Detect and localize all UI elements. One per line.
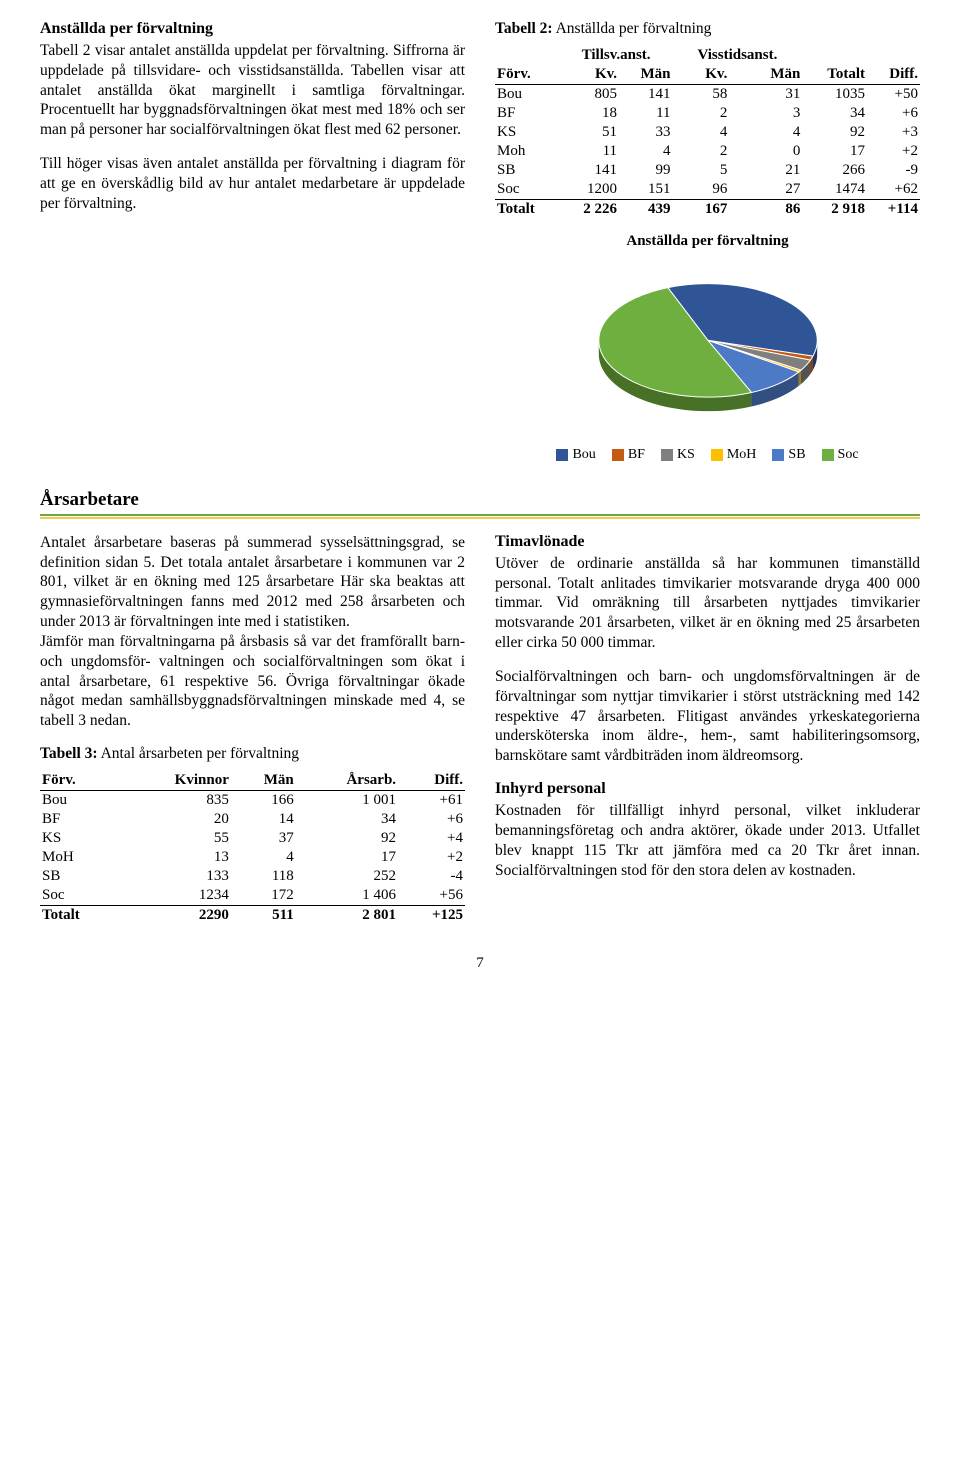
table2: Tillsv.anst.Visstidsanst. Förv.Kv.MänKv.… — [495, 46, 920, 219]
table-row: KS553792+4 — [40, 829, 465, 848]
legend-item-bf: BF — [612, 447, 645, 463]
pie-chart-title: Anställda per förvaltning — [495, 233, 920, 250]
top-p2: Till höger visas även antalet anställda … — [40, 154, 465, 213]
top-left-title: Anställda per förvaltning — [40, 20, 465, 38]
table-row: KS51334492+3 — [495, 123, 920, 142]
bottom-section: Antalet årsarbetare baseras på summerad … — [40, 533, 920, 925]
pie-legend: Bou BF KS MoH SB Soc — [495, 447, 920, 463]
ars-p2: Jämför man förvaltningarna på årsbasis s… — [40, 632, 465, 731]
table-row: Soc120015196271474+62 — [495, 180, 920, 200]
right-p1: Utöver de ordinarie anställda så har kom… — [495, 554, 920, 653]
legend-swatch — [711, 449, 723, 461]
legend-item-bou: Bou — [556, 447, 595, 463]
table-row: Soc12341721 406+56 — [40, 886, 465, 906]
legend-swatch — [661, 449, 673, 461]
legend-item-sb: SB — [772, 447, 805, 463]
bottom-left-col: Antalet årsarbetare baseras på summerad … — [40, 533, 465, 925]
pie-side — [798, 370, 800, 386]
right-p3: Kostnaden för tillfälligt inhyrd persona… — [495, 801, 920, 880]
arsarbetare-title: Årsarbetare — [40, 489, 920, 511]
table-row-total: Totalt22905112 801+125 — [40, 906, 465, 926]
bottom-right-col: Timavlönade Utöver de ordinarie anställd… — [495, 533, 920, 925]
top-left-col: Anställda per förvaltning Tabell 2 visar… — [40, 20, 465, 463]
table3: Förv.KvinnorMänÅrsarb.Diff. Bou8351661 0… — [40, 771, 465, 925]
table3-caption: Tabell 3: Antal årsarbeten per förvaltni… — [40, 745, 465, 763]
right-p2: Socialförvaltningen och barn- och ungdom… — [495, 667, 920, 766]
legend-item-soc: Soc — [822, 447, 859, 463]
inhyrd-title: Inhyrd personal — [495, 780, 920, 798]
table-row: Moh1142017+2 — [495, 142, 920, 161]
page-number: 7 — [40, 955, 920, 972]
section-underline — [40, 514, 920, 519]
table-row: MoH13417+2 — [40, 848, 465, 867]
table-row-total: Totalt2 226439167862 918+114 — [495, 200, 920, 220]
legend-swatch — [612, 449, 624, 461]
top-section: Anställda per förvaltning Tabell 2 visar… — [40, 20, 920, 463]
legend-swatch — [772, 449, 784, 461]
table-row: SB133118252-4 — [40, 867, 465, 886]
legend-item-ks: KS — [661, 447, 695, 463]
table-row: SB14199521266-9 — [495, 161, 920, 180]
legend-swatch — [822, 449, 834, 461]
pie-chart-block: Anställda per förvaltning Bou BF KS MoH SB So… — [495, 233, 920, 463]
top-right-col: Tabell 2: Anställda per förvaltning Till… — [495, 20, 920, 463]
legend-swatch — [556, 449, 568, 461]
table-row: Bou8351661 001+61 — [40, 791, 465, 811]
table-row: Bou80514158311035+50 — [495, 85, 920, 105]
pie-chart — [578, 258, 838, 435]
timavlonade-title: Timavlönade — [495, 533, 920, 551]
table-row: BF18112334+6 — [495, 104, 920, 123]
top-p1: Tabell 2 visar antalet anställda uppdela… — [40, 41, 465, 140]
ars-p1: Antalet årsarbetare baseras på summerad … — [40, 533, 465, 632]
table-row: BF201434+6 — [40, 810, 465, 829]
table2-caption: Tabell 2: Anställda per förvaltning — [495, 20, 920, 38]
legend-item-moh: MoH — [711, 447, 757, 463]
